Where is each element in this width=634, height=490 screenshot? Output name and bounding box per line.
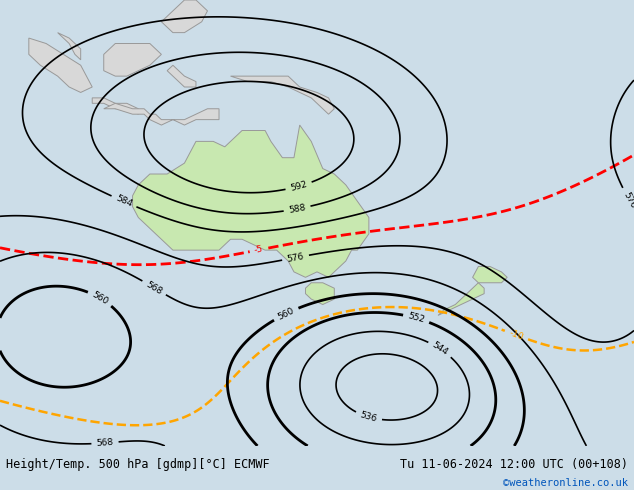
Text: 560: 560 xyxy=(276,306,295,321)
Text: ©weatheronline.co.uk: ©weatheronline.co.uk xyxy=(503,478,628,488)
Polygon shape xyxy=(58,33,81,60)
Polygon shape xyxy=(92,98,138,114)
Text: Height/Temp. 500 hPa [gdmp][°C] ECMWF: Height/Temp. 500 hPa [gdmp][°C] ECMWF xyxy=(6,458,270,471)
Text: Tu 11-06-2024 12:00 UTC (00+108): Tu 11-06-2024 12:00 UTC (00+108) xyxy=(399,458,628,471)
Text: 592: 592 xyxy=(289,180,308,193)
Polygon shape xyxy=(104,44,162,76)
Text: 552: 552 xyxy=(407,312,426,325)
Text: 568: 568 xyxy=(96,438,114,448)
Text: 544: 544 xyxy=(430,341,450,357)
Text: -5: -5 xyxy=(254,245,264,255)
Polygon shape xyxy=(104,103,219,125)
Polygon shape xyxy=(162,0,207,33)
Polygon shape xyxy=(231,76,334,114)
Text: 568: 568 xyxy=(145,280,164,296)
Text: 576: 576 xyxy=(286,252,305,264)
Polygon shape xyxy=(438,283,484,316)
Polygon shape xyxy=(133,125,369,277)
Polygon shape xyxy=(306,283,334,304)
Polygon shape xyxy=(167,65,196,87)
Text: 584: 584 xyxy=(114,194,134,209)
Polygon shape xyxy=(472,267,507,283)
Text: 576: 576 xyxy=(621,190,634,210)
Text: -10: -10 xyxy=(508,328,525,342)
Polygon shape xyxy=(29,38,92,93)
Text: 536: 536 xyxy=(359,410,378,424)
Text: 560: 560 xyxy=(91,290,110,306)
Text: 588: 588 xyxy=(288,203,306,215)
